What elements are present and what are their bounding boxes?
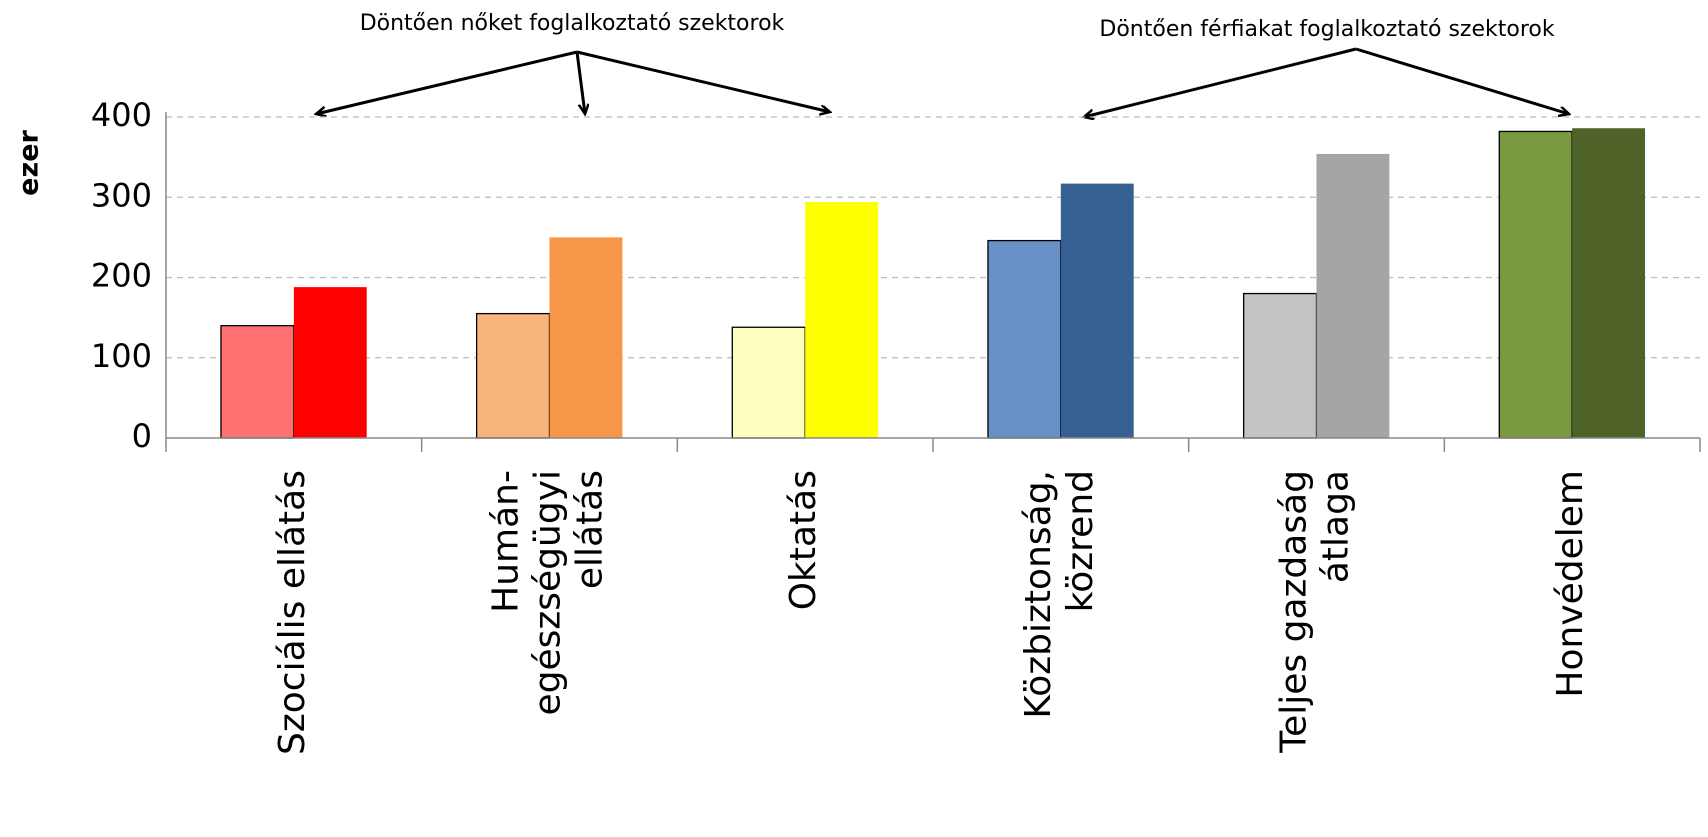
- annotation: Döntően férfiakat foglalkoztató szektoro…: [1099, 17, 1554, 42]
- bar: [1572, 128, 1646, 439]
- x-tick-label: közrend: [1060, 470, 1101, 612]
- bar: [1498, 130, 1573, 439]
- y-tick-label: 300: [91, 176, 152, 214]
- y-tick-label: 200: [91, 257, 152, 295]
- y-tick-label: 0: [132, 417, 152, 455]
- bar: [293, 287, 367, 438]
- y-axis-label: ezer: [14, 129, 45, 195]
- x-tick-label: Oktatás: [783, 470, 824, 610]
- bar: [1242, 292, 1318, 439]
- x-tick-label: ellátás: [570, 470, 611, 589]
- y-tick-label: 400: [91, 96, 152, 134]
- bar: [1316, 153, 1390, 439]
- bar: [731, 326, 806, 439]
- bar: [1060, 183, 1134, 438]
- x-tick-label: egészségügyi: [528, 470, 569, 716]
- bar: [549, 237, 623, 438]
- bar: [805, 202, 879, 438]
- bar: [987, 239, 1062, 439]
- x-tick-label: Szociális ellátás: [272, 470, 313, 755]
- x-tick-label: átlaga: [1316, 470, 1357, 583]
- bar: [475, 312, 551, 439]
- x-tick-label: Teljes gazdaság: [1274, 470, 1315, 754]
- y-tick-label: 100: [91, 337, 152, 375]
- x-tick-label: Honvédelem: [1550, 470, 1591, 698]
- x-tick-label: Humán-: [486, 470, 527, 613]
- bar: [220, 324, 295, 439]
- annotation: Döntően nőket foglalkoztató szektorok: [360, 11, 785, 36]
- x-tick-label: Közbiztonság,: [1018, 470, 1059, 719]
- arrows: [316, 47, 1569, 117]
